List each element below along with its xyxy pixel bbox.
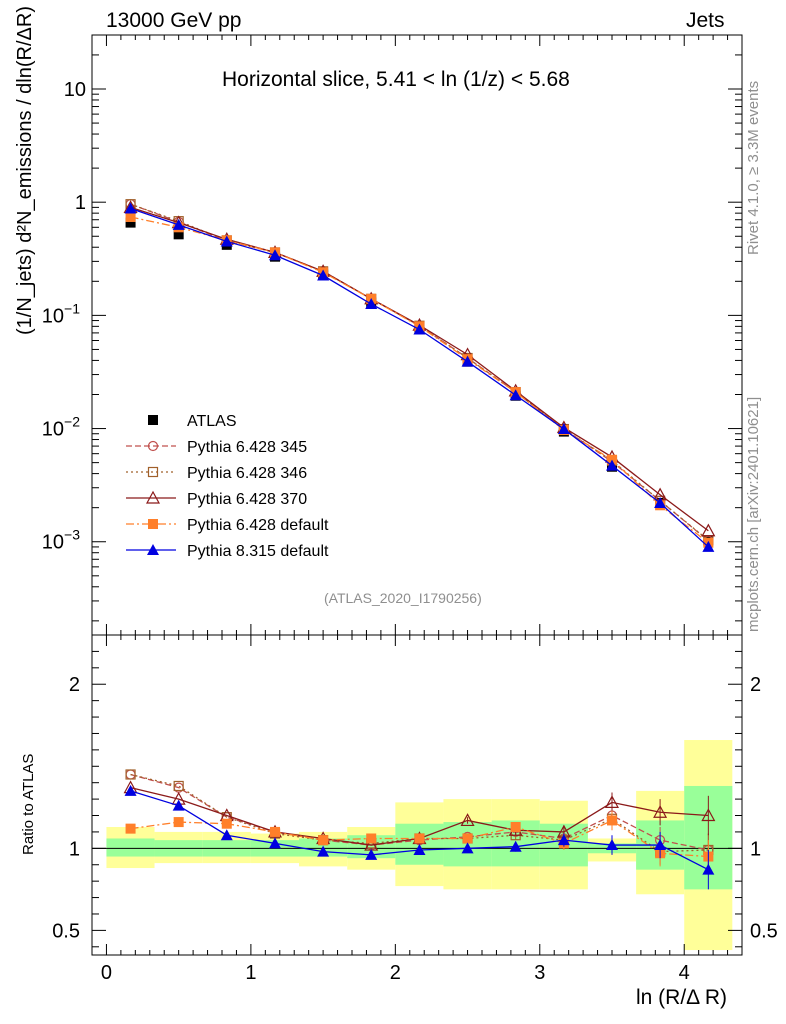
axis-ticks	[92, 34, 742, 955]
ratio-point-pythia-8-315-default	[654, 839, 667, 851]
main-y-tick-label: 1	[75, 192, 86, 214]
main-point-pythia-8-315-default	[461, 355, 474, 367]
ratio-point-pythia-8-315-default	[124, 784, 137, 796]
main-point-pythia-8-315-default	[172, 218, 185, 230]
band-green	[106, 838, 155, 857]
main-point-pythia-8-315-default	[509, 389, 522, 401]
main-y-tick-label: 10−3	[42, 527, 80, 554]
legend-label-pythia-6-428-345: Pythia 6.428 345	[187, 439, 307, 456]
ratio-y-tick-label-left: 1	[69, 838, 80, 860]
x-axis-label: ln (R/Δ R)	[636, 986, 728, 1009]
ratio-point-pythia-8-315-default	[461, 842, 474, 854]
ratio-y-tick-label-left: 0.5	[52, 920, 80, 942]
legend-label-pythia-6-428-default: Pythia 6.428 default	[187, 517, 329, 534]
legend-marker-pythia-6-428-370	[145, 490, 161, 504]
main-point-pythia-8-315-default	[702, 540, 715, 552]
legend-marker-atlas	[148, 415, 158, 425]
ratio-point-pythia-8-315-default	[557, 834, 570, 846]
data-series	[123, 199, 716, 890]
main-point-pythia-8-315-default	[220, 235, 233, 247]
main-point-pythia-8-315-default	[654, 496, 667, 508]
ratio-point-pythia-8-315-default	[702, 863, 715, 875]
axes-frames	[91, 34, 743, 956]
x-tick-label: 0	[101, 962, 112, 984]
ratio-y-tick-label-right: 0.5	[750, 920, 778, 942]
ratio-point-pythia-8-315-default	[317, 845, 330, 857]
legend-label-atlas: ATLAS	[187, 413, 237, 430]
legend-marker-pythia-6-428-default	[148, 519, 158, 529]
main-point-pythia-6-428-370	[701, 523, 716, 537]
ratio-point-pythia-8-315-default	[172, 799, 185, 811]
main-point-pythia-8-315-default	[413, 323, 426, 335]
ratio-point-pythia-6-428-default	[607, 815, 617, 826]
ratio-point-pythia-8-315-default	[220, 829, 233, 841]
main-point-pythia-6-428-default	[125, 211, 136, 222]
tick-labels: 0 1 2 3 4 10−3 10−2 10−1 1 10 0.5 0.5 1 1 2 2	[42, 79, 778, 984]
legend-label-pythia-6-428-370: Pythia 6.428 370	[187, 491, 307, 508]
ratio-point-pythia-6-428-default	[173, 817, 184, 828]
main-line-pythia-6-428-370	[130, 206, 709, 532]
ratio-point-pythia-6-428-346	[173, 780, 184, 792]
main-y-tick-label: 10−2	[42, 414, 80, 441]
ratio-point-pythia-6-428-346	[125, 769, 136, 780]
legend-marker-pythia-6-428-346	[147, 466, 159, 478]
main-y-axis-label: (1/N_jets) d²N_emissions / dln(R/ΔR) dln…	[14, 0, 37, 335]
legend-label-pythia-6-428-346: Pythia 6.428 346	[187, 465, 307, 482]
main-y-tick-label: 10	[64, 79, 86, 101]
ratio-y-tick-label-right: 1	[750, 838, 761, 860]
ratio-point-pythia-6-428-370	[460, 813, 475, 827]
main-point-pythia-8-315-default	[124, 202, 137, 214]
x-tick-label: 4	[679, 962, 690, 984]
main-y-tick-label: 10−1	[42, 300, 80, 327]
ratio-y-tick-label-right: 2	[750, 674, 761, 696]
chart-title: Horizontal slice, 5.41 < ln (1/z) < 5.68	[222, 68, 570, 91]
main-point-pythia-8-315-default	[269, 249, 282, 261]
main-point-atlas	[173, 229, 184, 240]
ratio-point-pythia-6-428-default	[318, 835, 329, 846]
ratio-point-pythia-6-428-370	[701, 808, 716, 822]
ratio-point-pythia-6-428-370	[653, 804, 668, 818]
ratio-point-pythia-6-428-default	[414, 833, 425, 844]
legend-marker-pythia-6-428-345	[147, 440, 159, 452]
ratio-y-tick-label-left: 2	[69, 674, 80, 696]
main-y-axis-label-text: (1/N_jets) d²N_emissions / dln(R/ΔR) dln…	[14, 0, 36, 335]
ratio-point-pythia-6-428-default	[462, 833, 473, 844]
header-energy-label: 13000 GeV pp	[106, 9, 242, 32]
ratio-y-axis-label: Ratio to ATLAS	[20, 753, 37, 855]
rivet-version-label: Rivet 4.1.0, ≥ 3.3M events	[745, 80, 762, 255]
main-point-pythia-8-315-default	[557, 423, 570, 435]
main-point-pythia-8-315-default	[365, 298, 378, 310]
main-point-pythia-8-315-default	[317, 269, 330, 281]
ratio-point-pythia-8-315-default	[509, 840, 522, 852]
ratio-point-pythia-6-428-default	[510, 822, 521, 832]
legend-marker-pythia-8-315-default	[147, 544, 159, 555]
ratio-point-pythia-6-428-default	[366, 833, 377, 844]
x-tick-label: 3	[534, 962, 545, 984]
legend-label-pythia-8-315-default: Pythia 8.315 default	[187, 543, 329, 560]
main-point-atlas	[125, 217, 136, 228]
ratio-point-pythia-8-315-default	[606, 839, 618, 851]
legend: ATLAS Pythia 6.428 345 Pythia 6.428 346 Pyt…	[126, 413, 329, 560]
x-tick-label: 1	[245, 962, 256, 984]
ratio-point-pythia-6-428-default	[125, 823, 136, 834]
ratio-point-pythia-6-428-370	[604, 795, 620, 808]
main-point-pythia-8-315-default	[606, 459, 618, 471]
main-line-pythia-6-428-346	[130, 203, 709, 541]
mcplots-label: mcplots.cern.ch [arXiv:2401.10621]	[745, 396, 762, 632]
header-process-label: Jets	[686, 9, 725, 32]
ratio-panel-frame	[91, 634, 743, 956]
ratio-point-pythia-6-428-default	[221, 818, 232, 829]
x-tick-label: 2	[390, 962, 401, 984]
ratio-point-pythia-8-315-default	[365, 848, 378, 860]
band-green	[347, 835, 396, 859]
ratio-point-pythia-6-428-default	[270, 826, 281, 837]
ratio-point-pythia-8-315-default	[269, 837, 282, 849]
ratio-point-pythia-8-315-default	[413, 843, 426, 855]
analysis-tag: (ATLAS_2020_I1790256)	[324, 590, 482, 606]
